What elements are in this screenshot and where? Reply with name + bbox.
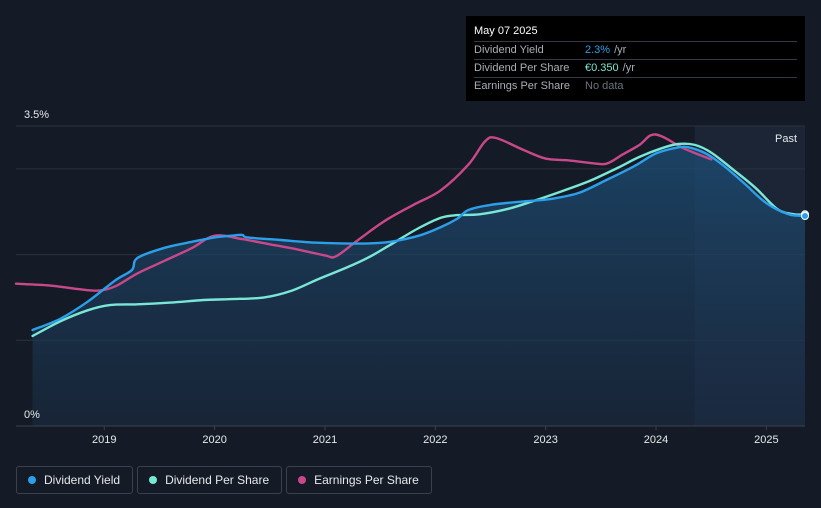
x-tick-label: 2022 <box>423 434 447 446</box>
dividend-yield-area <box>32 146 806 426</box>
legend-earnings-per-share[interactable]: Earnings Per Share <box>286 466 432 494</box>
x-ticks: 2019 2020 2021 2022 2023 2024 2025 <box>92 426 779 446</box>
series-line-earnings-per-share <box>14 133 713 292</box>
series-line-dividend-yield <box>31 145 807 332</box>
tooltip: May 07 2025 Dividend Yield 2.3% /yr Divi… <box>466 16 805 101</box>
legend: Dividend Yield Dividend Per Share Earnin… <box>16 466 432 494</box>
end-markers <box>801 210 809 220</box>
past-label: Past <box>775 133 797 145</box>
tooltip-value: €0.350 <box>585 62 619 74</box>
x-tick-label: 2019 <box>92 434 116 446</box>
tooltip-row-dividend-per-share: Dividend Per Share €0.350 /yr <box>474 60 797 78</box>
legend-label: Dividend Yield <box>44 473 121 487</box>
end-marker-dividend-yield <box>801 212 809 220</box>
tooltip-label: Dividend Yield <box>474 44 544 56</box>
tooltip-unit: /yr <box>614 44 627 56</box>
legend-dividend-per-share[interactable]: Dividend Per Share <box>137 466 283 494</box>
legend-dot-icon <box>28 476 36 484</box>
legend-dot-icon <box>149 476 158 484</box>
x-tick-label: 2021 <box>313 434 337 446</box>
x-tick-label: 2023 <box>533 434 557 446</box>
legend-dot-icon <box>298 476 307 484</box>
x-tick-label: 2024 <box>644 434 668 446</box>
tooltip-label: Dividend Per Share <box>474 62 570 74</box>
tooltip-date: May 07 2025 <box>474 22 797 42</box>
tooltip-value: No data <box>585 80 624 92</box>
legend-label: Earnings Per Share <box>314 473 419 487</box>
x-tick-label: 2020 <box>202 434 226 446</box>
series-lines <box>14 133 807 338</box>
tooltip-row-dividend-yield: Dividend Yield 2.3% /yr <box>474 42 797 60</box>
tooltip-row-earnings-per-share: Earnings Per Share No data <box>474 78 797 95</box>
tooltip-value: 2.3% <box>585 44 611 56</box>
legend-dividend-yield[interactable]: Dividend Yield <box>16 466 134 494</box>
x-tick-label: 2025 <box>754 434 778 446</box>
y-label-top: 3.5% <box>24 109 49 121</box>
series-line-dividend-per-share <box>31 142 807 338</box>
legend-label: Dividend Per Share <box>165 473 270 487</box>
tooltip-unit: /yr <box>622 62 635 74</box>
tooltip-label: Earnings Per Share <box>474 80 570 92</box>
y-label-bottom: 0% <box>24 409 40 421</box>
